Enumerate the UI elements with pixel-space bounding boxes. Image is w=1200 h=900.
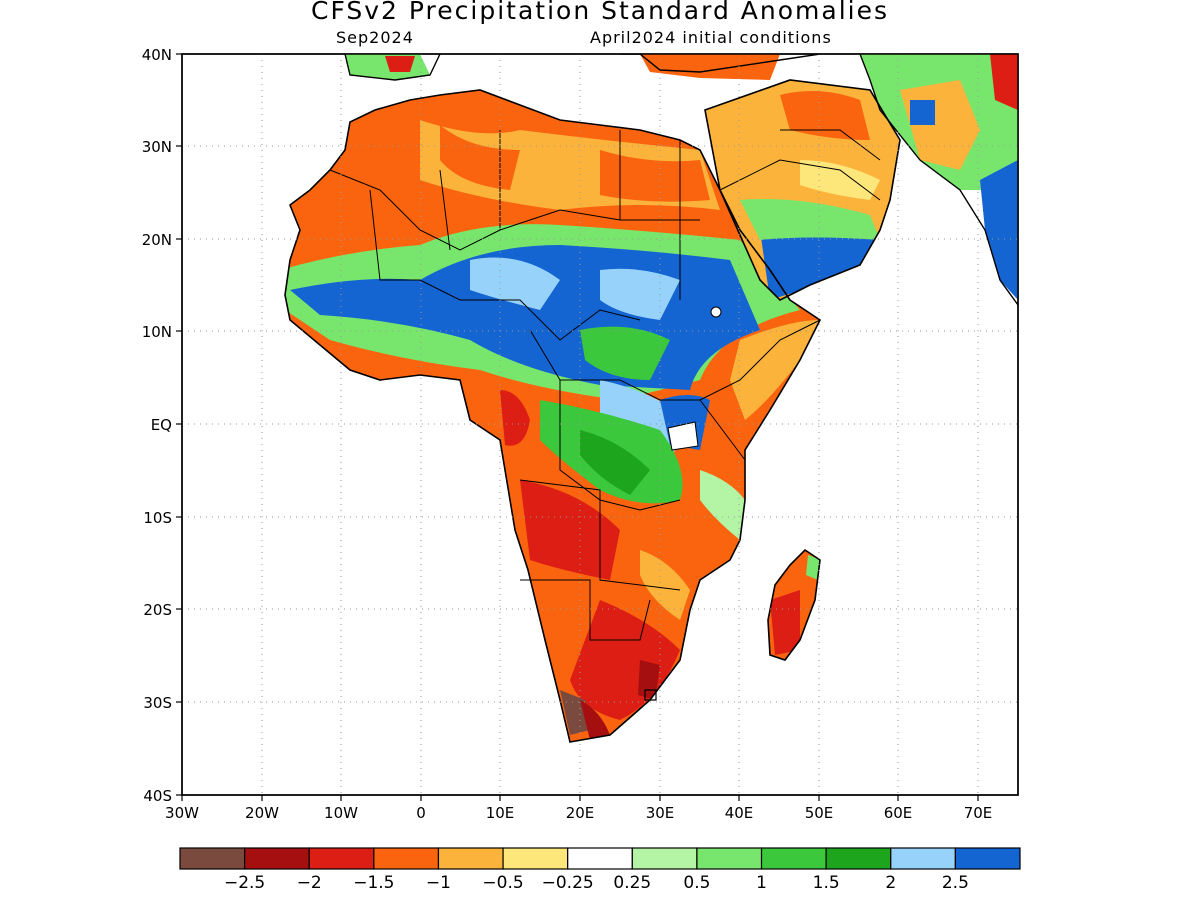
lon-label: 60E bbox=[884, 804, 913, 822]
lat-label: 40N bbox=[142, 46, 172, 64]
colorbar: −2.5 −2 −1.5 −1 −0.5 −0.25 0.25 0.5 1 1.5 2 2.5 bbox=[179, 847, 1021, 893]
lon-label: 20E bbox=[566, 804, 595, 822]
colorbar-label: −1.5 bbox=[353, 873, 394, 893]
colorbar-label: −1 bbox=[426, 873, 451, 893]
colorbar-swatch bbox=[954, 847, 1021, 870]
lat-label: 20S bbox=[143, 601, 172, 619]
country-borders bbox=[329, 129, 881, 641]
colorbar-swatch bbox=[179, 847, 246, 870]
lat-label: 20N bbox=[142, 231, 172, 249]
lat-label: 10S bbox=[143, 509, 172, 527]
lat-label: 40S bbox=[143, 787, 172, 805]
eurasia-coastline bbox=[620, 54, 1018, 306]
colorbar-label: −2.5 bbox=[224, 873, 265, 893]
colorbar-swatch bbox=[760, 847, 827, 870]
lesotho-border bbox=[644, 689, 657, 701]
lat-label: 10N bbox=[142, 323, 172, 341]
iran-wet-spot bbox=[910, 100, 935, 125]
lon-label: 50E bbox=[805, 804, 834, 822]
longitude-labels: 30W 20W 10W 0 10E 20E 30E 40E 50E 60E 70… bbox=[165, 804, 992, 822]
lon-label: 0 bbox=[416, 804, 426, 822]
colorbar-label: −0.25 bbox=[542, 873, 594, 893]
iberia-coastline bbox=[344, 54, 441, 81]
lon-label: 70E bbox=[964, 804, 993, 822]
lon-label: 30W bbox=[165, 804, 199, 822]
india-wet bbox=[980, 160, 1018, 300]
lat-label: 30N bbox=[142, 138, 172, 156]
lon-label: 30E bbox=[646, 804, 675, 822]
colorbar-swatch bbox=[308, 847, 375, 870]
colorbar-swatch bbox=[502, 847, 569, 870]
initial-conditions: April2024 initial conditions bbox=[590, 28, 832, 47]
colorbar-swatch bbox=[437, 847, 504, 870]
colorbar-label: 1 bbox=[756, 873, 767, 893]
colorbar-swatch bbox=[631, 847, 698, 870]
colorbar-swatch bbox=[244, 847, 310, 870]
gridlines bbox=[182, 54, 1018, 795]
colorbar-swatch bbox=[825, 847, 892, 870]
lon-label: 40E bbox=[725, 804, 754, 822]
colorbar-label: −0.5 bbox=[482, 873, 523, 893]
colorbar-label: −2 bbox=[297, 873, 322, 893]
lat-label: EQ bbox=[151, 416, 172, 434]
turkey-anomaly bbox=[640, 54, 780, 80]
chart-title: CFSv2 Precipitation Standard Anomalies bbox=[310, 0, 889, 25]
colorbar-swatch bbox=[890, 847, 956, 870]
colorbar-label: 1.5 bbox=[813, 873, 840, 893]
colorbar-swatch bbox=[696, 847, 763, 870]
colorbar-label: 0.5 bbox=[683, 873, 710, 893]
forecast-month: Sep2024 bbox=[336, 28, 414, 47]
lon-label: 20W bbox=[245, 804, 279, 822]
lon-label: 10W bbox=[324, 804, 358, 822]
lon-label: 10E bbox=[486, 804, 515, 822]
arabia-coastline bbox=[704, 79, 901, 301]
lake-tana bbox=[710, 306, 722, 318]
colorbar-swatch bbox=[567, 847, 633, 870]
colorbar-swatch bbox=[373, 847, 440, 870]
axis-ticks bbox=[176, 53, 979, 801]
iberia-dry-core bbox=[385, 56, 415, 72]
lat-label: 30S bbox=[143, 694, 172, 712]
central-asia-dry bbox=[990, 54, 1018, 110]
latitude-labels: 40N 30N 20N 10N EQ 10S 20S 30S 40S bbox=[142, 46, 172, 805]
colorbar-label: 2 bbox=[885, 873, 896, 893]
colorbar-label: 2.5 bbox=[942, 873, 969, 893]
colorbar-label: 0.25 bbox=[613, 873, 651, 893]
